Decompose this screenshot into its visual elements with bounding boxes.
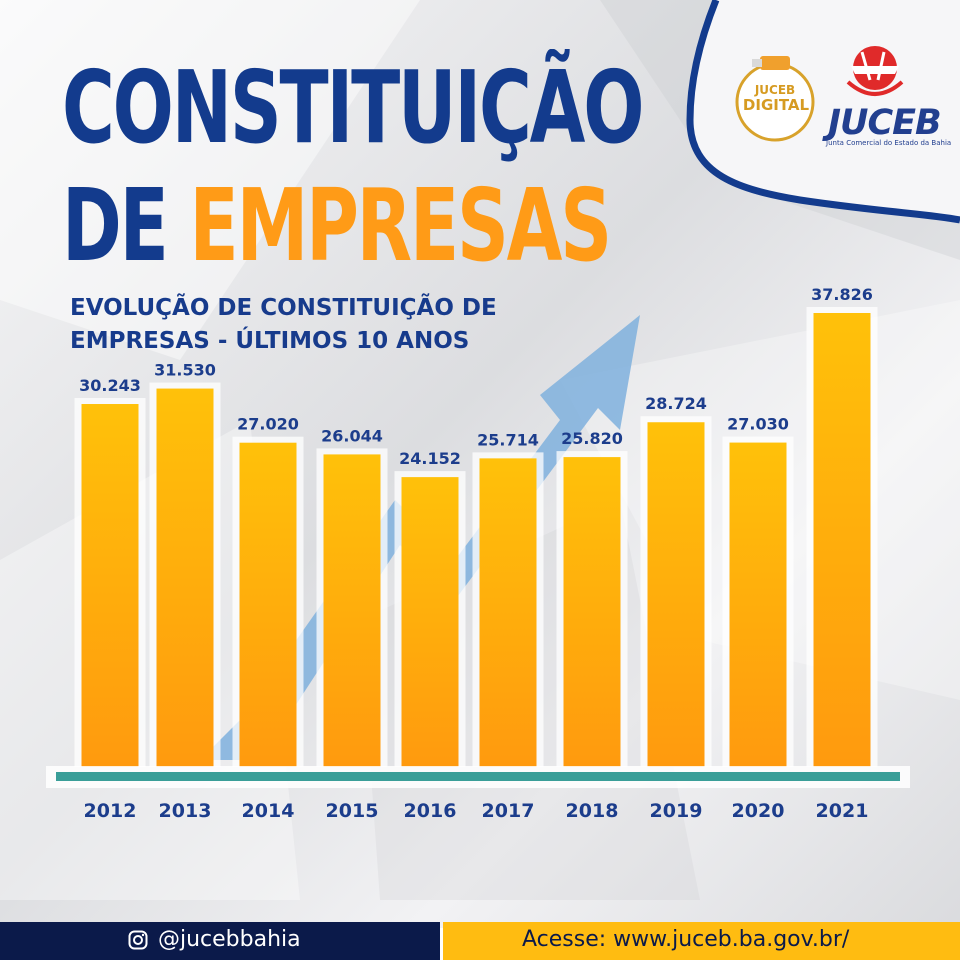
category-label-2018: 2018 xyxy=(566,800,619,822)
juceb-digital-logo-line1: JUCEB xyxy=(754,83,796,97)
value-label-2019: 28.724 xyxy=(645,394,707,413)
page-title-word-empresas: EMPRESAS xyxy=(189,167,613,284)
category-label-2017: 2017 xyxy=(482,800,535,822)
category-label-2020: 2020 xyxy=(732,800,785,822)
footer-social-bar xyxy=(0,922,440,960)
chart-subtitle: EVOLUÇÃO DE CONSTITUIÇÃO DE EMPRESAS - Ú… xyxy=(70,292,497,358)
value-label-2013: 31.530 xyxy=(154,361,216,380)
category-label-2012: 2012 xyxy=(84,800,137,822)
bar-2020 xyxy=(729,442,787,767)
bar-2013 xyxy=(156,388,214,767)
juceb-logo-text: JUCEB xyxy=(828,103,942,143)
chart-subtitle-line2: EMPRESAS - ÚLTIMOS 10 ANOS xyxy=(70,328,470,354)
value-label-2020: 27.030 xyxy=(727,415,789,434)
bar-2019 xyxy=(647,422,705,767)
bar-2021 xyxy=(813,313,871,767)
value-label-2014: 27.020 xyxy=(237,415,299,434)
footer-site-bar xyxy=(443,922,960,960)
bar-2012 xyxy=(81,404,139,767)
value-label-2015: 26.044 xyxy=(321,426,383,445)
instagram-handle-link[interactable]: @jucebbahia xyxy=(158,927,301,952)
website-link[interactable]: Acesse: www.juceb.ba.gov.br/ xyxy=(522,927,850,952)
value-label-2018: 25.820 xyxy=(561,429,623,448)
juceb-digital-logo-line2: DIGITAL xyxy=(742,96,810,114)
category-label-2019: 2019 xyxy=(650,800,703,822)
category-label-2016: 2016 xyxy=(404,800,457,822)
category-label-2015: 2015 xyxy=(326,800,379,822)
chart-subtitle-line1: EVOLUÇÃO DE CONSTITUIÇÃO DE xyxy=(70,295,497,321)
category-label-2014: 2014 xyxy=(242,800,295,822)
category-label-2013: 2013 xyxy=(159,800,212,822)
category-label-2021: 2021 xyxy=(816,800,869,822)
value-label-2021: 37.826 xyxy=(811,285,873,304)
bar-2014 xyxy=(239,442,297,767)
bar-2015 xyxy=(323,454,381,767)
bar-2016 xyxy=(401,477,459,767)
instagram-icon[interactable] xyxy=(128,930,148,950)
juceb-logo-subtitle: Junta Comercial do Estado da Bahia xyxy=(826,139,952,147)
page-title-line1: CONSTITUIÇÃO xyxy=(62,49,644,166)
value-label-2017: 25.714 xyxy=(477,430,539,449)
value-label-2012: 30.243 xyxy=(79,376,141,395)
footer-divider xyxy=(440,928,443,960)
bar-2018 xyxy=(563,457,621,767)
bar-2017 xyxy=(479,458,537,767)
page-title-line2: DE EMPRESAS xyxy=(62,176,612,276)
page-title-word-de: DE xyxy=(62,167,169,284)
chart-baseline xyxy=(56,772,900,781)
value-label-2016: 24.152 xyxy=(399,449,461,468)
